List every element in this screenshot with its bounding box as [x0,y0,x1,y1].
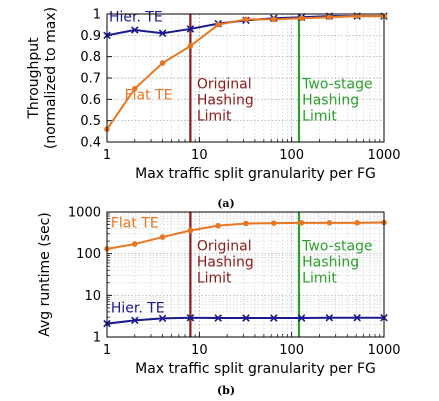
flat-te-point [270,220,277,226]
flat-te-point [270,16,277,23]
x-tick-label: 1 [103,343,111,358]
y-tick-label: 0.4 [80,136,101,151]
original-hashing-limit-label: Original Hashing Limit [197,238,254,286]
annotation-line: Limit [302,270,337,286]
flat-te-point [159,234,166,240]
y-axis-title: Throughput [26,37,42,120]
x-tick-label: 1000 [367,148,400,163]
annotation-line: Two-stage [301,238,372,254]
y-tick-label: 0.5 [80,114,101,129]
annotation-line: Hashing [302,93,359,109]
x-axis-title: Max traffic split granularity per FG [135,361,376,377]
flat-te-label: Flat TE [125,87,173,103]
y-tick-label: 10 [84,289,101,304]
flat-te-point [187,43,194,49]
flat-te-point [354,220,360,226]
panel-tag: (a) [217,197,235,210]
annotation-line: Two-stage [301,77,372,93]
flat-te-point [215,222,221,229]
hier-te-point [186,313,195,322]
hier-te-point [297,314,306,322]
flat-te-point [159,60,166,66]
annotation-line: Hashing [302,254,359,270]
hier-te-point [131,316,139,325]
y-tick-label: 0.9 [80,29,101,44]
x-tick-label: 100 [279,148,304,163]
original-hashing-limit-label: Original Hashing Limit [197,77,254,125]
x-tick-label: 1 [103,148,111,163]
y-tick-label: 0.7 [80,72,101,87]
y-tick-label: 0.8 [80,50,101,65]
y-tick-label: 100 [76,247,101,262]
annotation-line: Hashing [197,254,254,270]
y-tick-label: 0.6 [80,93,101,108]
y-tick-label: 1000 [68,206,101,221]
flat-te-point [298,15,305,22]
annotation-line: Limit [197,109,232,125]
two-stage-hashing-limit-label: Two-stage Hashing Limit [301,238,372,286]
hier-te-point [131,26,139,34]
plot-frame [106,211,385,338]
flat-te-line [106,15,384,130]
hier-te-point [158,29,167,37]
x-tick-label: 100 [279,343,304,358]
flat-te-point [215,21,221,28]
flat-te-point [131,241,138,247]
two-stage-hashing-limit-label: Two-stage Hashing Limit [301,77,372,125]
flat-te-point [326,220,333,226]
flat-te-point [187,227,194,234]
annotation-line: Hashing [197,93,254,109]
panel-tag: (b) [217,384,235,397]
hier-te-label: Hier. TE [109,9,163,25]
flat-te-point [354,13,360,19]
x-tick-label: 10 [191,343,208,358]
flat-te-point [131,85,138,92]
x-tick-label: 1000 [367,343,400,358]
annotation-line: Limit [302,109,337,125]
flat-te-point [243,220,249,227]
flat-te-point [326,14,333,20]
y-tick-label: 1 [93,8,101,23]
hier-te-point [186,25,195,33]
annotation-line: Original [197,77,252,93]
hier-te-point [325,313,334,322]
y-axis-title: Avg runtime (sec) [37,212,53,337]
annotation-line: Original [197,238,252,254]
hier-te-point [158,314,167,323]
x-axis-title: Max traffic split granularity per FG [135,166,376,182]
annotation-line: Limit [197,270,232,286]
flat-te-point [298,220,305,226]
hier-te-point [353,313,361,322]
flat-te-label: Flat TE [111,216,159,232]
y-tick-label: 1 [93,331,101,346]
flat-te-point [243,16,249,23]
y-axis-title-line2: (normalized to max) [43,7,59,149]
plot-frame [106,13,385,143]
x-tick-label: 10 [191,148,208,163]
hier-te-point [214,314,222,322]
hier-te-label: Hier. TE [111,300,165,316]
hier-te-point [270,314,278,322]
hier-te-point [242,314,250,322]
